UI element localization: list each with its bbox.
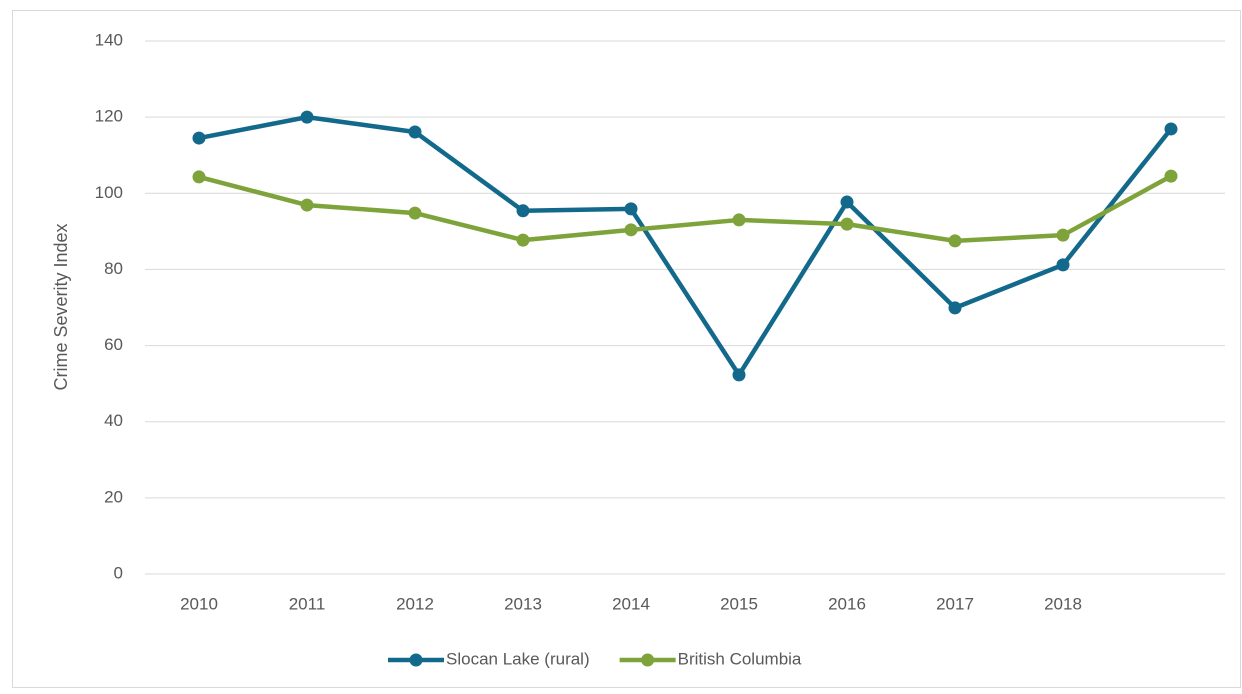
y-tick-label: 140: [95, 30, 123, 49]
y-tick-label: 60: [104, 335, 123, 354]
series-marker: [192, 170, 206, 184]
x-tick-label: 2015: [720, 594, 758, 613]
series-marker: [840, 195, 854, 209]
series-marker: [192, 131, 206, 145]
series-marker: [408, 206, 422, 220]
x-tick-label: 2014: [612, 594, 650, 613]
series-marker: [300, 198, 314, 212]
legend-label: Slocan Lake (rural): [446, 649, 590, 668]
y-tick-label: 80: [104, 259, 123, 278]
series-marker: [840, 217, 854, 231]
series-marker: [732, 213, 746, 227]
y-tick-label: 100: [95, 183, 123, 202]
x-tick-label: 2018: [1044, 594, 1082, 613]
x-tick-label: 2013: [504, 594, 542, 613]
chart-border: [12, 10, 1241, 688]
legend-label: British Columbia: [678, 649, 802, 668]
series-marker: [1056, 258, 1070, 272]
x-tick-label: 2011: [289, 594, 326, 613]
series-marker: [1164, 169, 1178, 183]
y-tick-label: 40: [104, 411, 123, 430]
series-marker: [948, 234, 962, 248]
series-marker: [624, 223, 638, 237]
series-marker: [732, 368, 746, 382]
x-tick-label: 2016: [828, 594, 866, 613]
x-tick-label: 2012: [396, 594, 434, 613]
series-marker: [1164, 122, 1178, 136]
x-tick-label: 2017: [936, 594, 974, 613]
series-marker: [300, 110, 314, 124]
series-marker: [1056, 228, 1070, 242]
y-tick-label: 20: [104, 487, 123, 506]
series-marker: [516, 233, 530, 247]
series-line: [198, 174, 1173, 244]
series-marker: [408, 125, 422, 139]
y-tick-label: 0: [114, 563, 123, 582]
legend-marker: [641, 653, 655, 667]
y-tick-label: 120: [95, 107, 123, 126]
series-marker: [624, 202, 638, 216]
series-marker: [948, 301, 962, 315]
y-axis-label: Crime Severity Index: [51, 223, 71, 390]
legend-marker: [409, 653, 423, 667]
x-tick-label: 2010: [180, 594, 218, 613]
series-marker: [516, 204, 530, 218]
series-line: [198, 114, 1173, 378]
